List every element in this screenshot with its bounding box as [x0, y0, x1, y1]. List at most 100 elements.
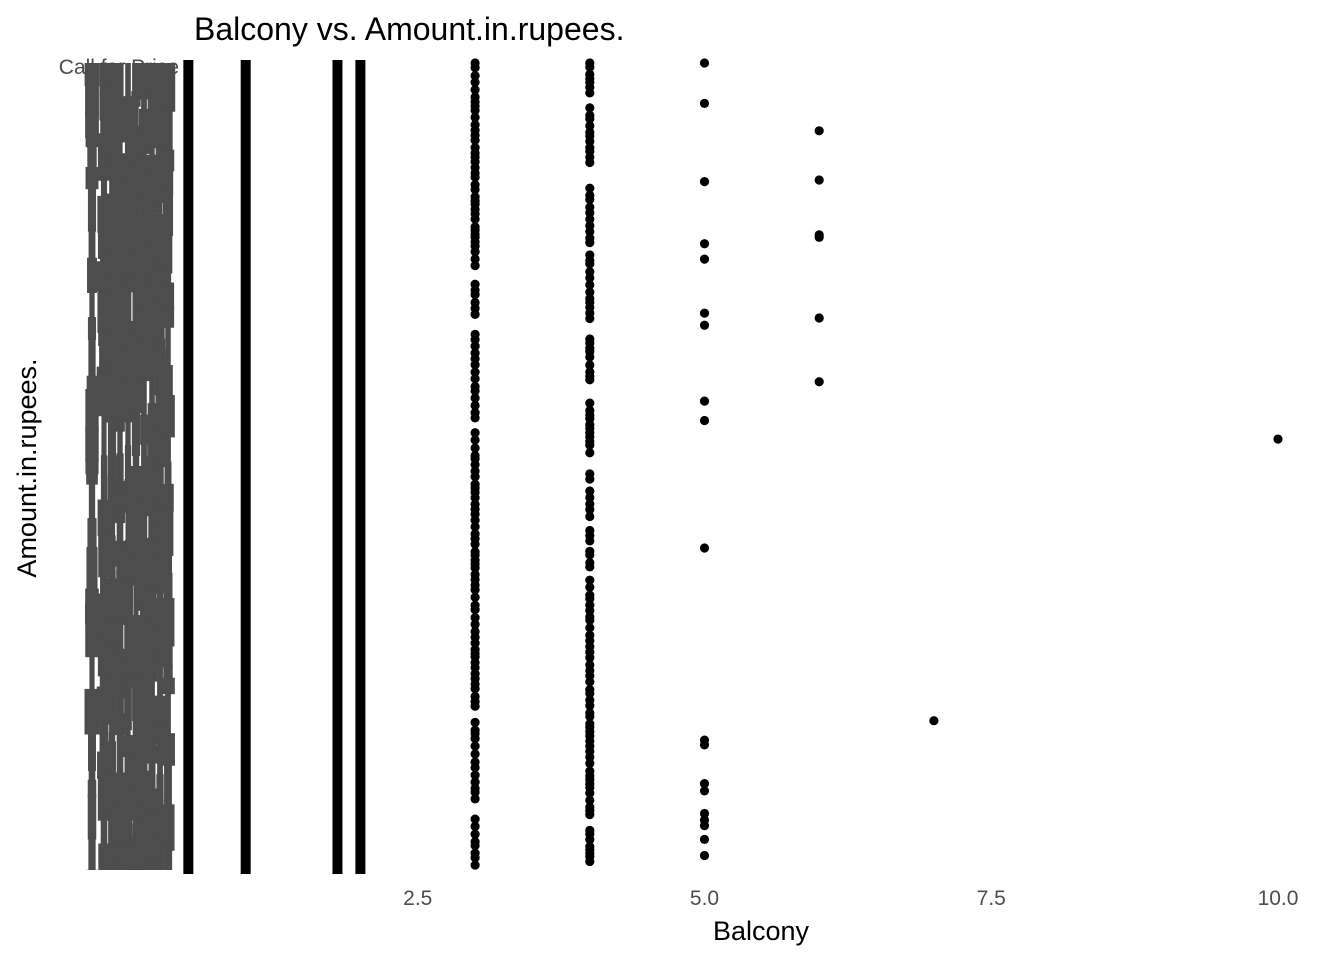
y-tick-label-overlap	[164, 461, 172, 488]
y-tick-label-overlap	[137, 792, 151, 805]
y-tick-label-overlap	[122, 125, 134, 143]
y-tick-label-overlap	[100, 176, 108, 200]
y-tick-label-overlap	[133, 328, 139, 346]
data-point	[699, 58, 710, 68]
y-tick-label-overlap	[85, 620, 99, 658]
y-tick-label-overlap	[122, 778, 134, 805]
y-tick-label-overlap	[123, 273, 133, 286]
y-tick-label-overlap	[131, 644, 141, 678]
data-point	[585, 677, 595, 687]
y-tick-label-overlap	[124, 479, 132, 508]
y-tick-label-overlap	[125, 418, 131, 450]
y-tick-label-overlap	[85, 388, 99, 432]
y-tick-label-overlap	[116, 620, 124, 653]
y-tick-label-overlap	[132, 63, 140, 95]
data-point	[470, 77, 480, 87]
y-tick-label-overlap	[107, 778, 117, 818]
data-point	[470, 135, 480, 145]
y-tick-label-overlap	[146, 169, 158, 187]
y-tick-label-overlap	[88, 767, 96, 784]
y-tick-label-overlap	[161, 733, 175, 766]
data-point	[585, 809, 595, 820]
y-tick-label-overlap	[109, 716, 115, 737]
y-tick-label-overlap	[132, 288, 140, 333]
y-tick-label-overlap	[87, 779, 97, 798]
data-point	[699, 850, 710, 861]
y-tick-label-overlap	[84, 63, 100, 87]
data-point	[585, 375, 595, 385]
y-tick-label-overlap	[114, 829, 126, 845]
data-point	[699, 740, 710, 750]
y-tick-label-overlap	[85, 82, 99, 116]
y-tick-label-overlap	[132, 717, 140, 740]
y-tick-label-overlap	[153, 257, 167, 269]
y-tick-label-overlap	[162, 483, 174, 512]
y-tick-label-overlap	[154, 814, 166, 839]
y-tick-label-overlap	[138, 814, 150, 863]
data-point	[470, 638, 480, 648]
data-point	[585, 114, 595, 124]
y-tick-label-overlap	[117, 138, 123, 158]
y-tick-label-overlap	[141, 95, 147, 113]
y-tick-label-overlap	[105, 619, 119, 652]
y-tick-label-overlap	[123, 660, 133, 678]
y-tick-label-overlap	[116, 562, 124, 574]
data-point	[585, 758, 595, 769]
data-point	[470, 172, 480, 182]
y-tick-label-overlap	[98, 843, 110, 870]
y-tick-label-overlap	[131, 786, 141, 821]
y-tick-label-overlap	[154, 573, 166, 584]
data-point	[470, 472, 480, 482]
y-tick-label-overlap	[146, 240, 158, 280]
y-tick-label-overlap	[88, 335, 96, 380]
data-point	[470, 334, 480, 345]
data-point	[470, 515, 480, 525]
data-point	[585, 486, 595, 496]
data-point	[585, 287, 595, 297]
y-tick-label-overlap	[163, 232, 173, 274]
y-tick-label-overlap	[114, 713, 126, 736]
y-tick-label-overlap	[115, 421, 125, 432]
x-tick-label: 5.0	[690, 887, 719, 910]
data-point	[470, 585, 480, 595]
y-tick-label-overlap	[165, 323, 171, 369]
y-tick-label-overlap	[107, 418, 117, 460]
x-tick-label: 7.5	[977, 887, 1006, 910]
data-point	[1273, 434, 1283, 444]
data-point	[470, 105, 480, 115]
y-tick-label-overlap	[146, 856, 158, 870]
y-tick-label-overlap	[162, 191, 174, 237]
data-point	[585, 360, 595, 370]
y-tick-label-overlap	[148, 759, 156, 793]
y-tick-label-overlap	[97, 751, 111, 779]
y-tick-label-overlap	[100, 816, 108, 848]
y-tick-label-overlap	[131, 176, 141, 226]
y-tick-label-overlap	[88, 227, 96, 262]
y-tick-label-overlap	[138, 108, 150, 130]
y-tick-label-overlap	[161, 149, 175, 172]
data-points	[183, 58, 1283, 874]
data-point	[585, 623, 595, 633]
y-tick-label-overlap	[97, 499, 111, 536]
data-point	[585, 352, 595, 362]
data-point	[585, 474, 595, 484]
y-tick-label-overlap	[98, 329, 110, 346]
y-tick-label-overlap	[123, 578, 133, 623]
y-tick-label-overlap	[154, 349, 166, 396]
y-tick-label-overlap	[107, 475, 117, 500]
y-tick-label-overlap	[85, 588, 99, 608]
y-tick-label-overlap	[124, 445, 132, 477]
y-tick-label-overlap	[137, 858, 151, 870]
data-point	[470, 821, 480, 831]
y-tick-label-overlap	[147, 417, 157, 461]
y-tick-label-overlap	[145, 788, 159, 814]
data-point	[470, 247, 480, 257]
data-point	[699, 396, 710, 406]
data-point	[585, 536, 595, 546]
data-point	[814, 232, 824, 242]
y-tick-label-overlap	[141, 149, 147, 161]
y-tick-label-overlap	[122, 204, 134, 216]
y-tick-label-overlap	[108, 732, 116, 746]
data-point	[470, 360, 480, 370]
